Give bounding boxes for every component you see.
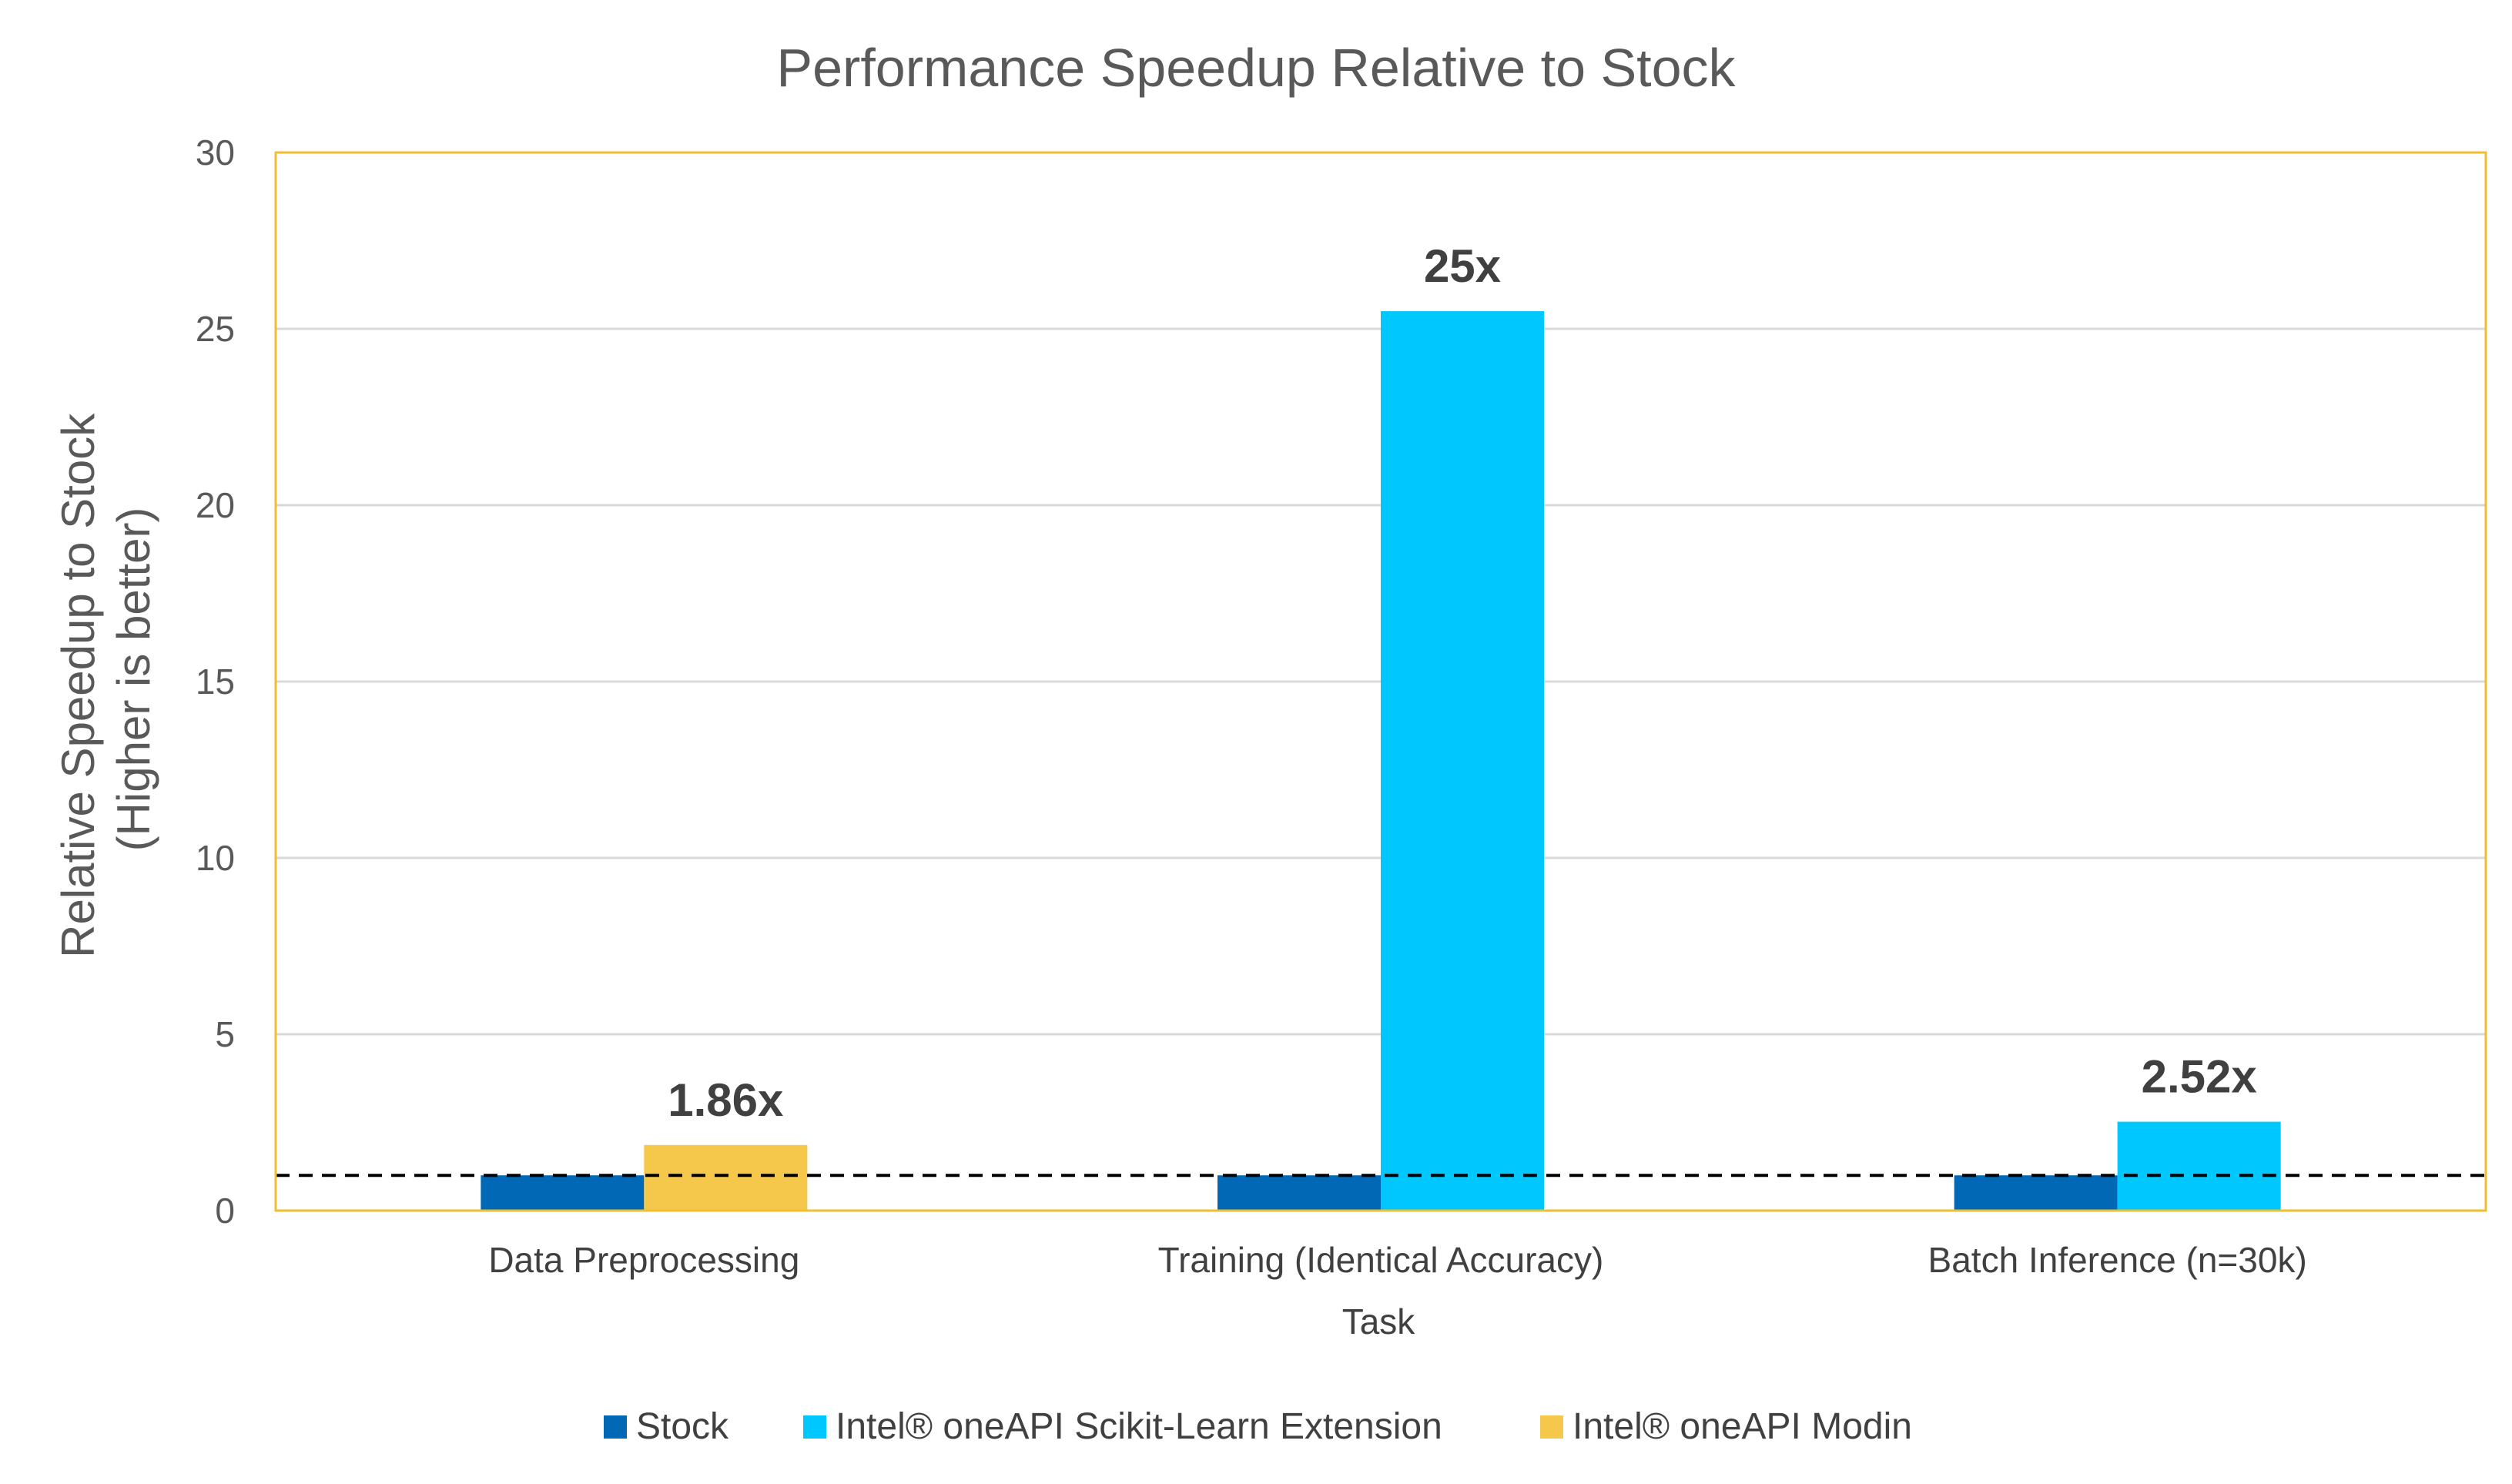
- y-axis-label-line-1: Relative Speedup to Stock: [52, 413, 104, 958]
- bar-1-1: [1381, 311, 1544, 1211]
- y-axis-ticks: 0 5 10 15 20 25 30: [196, 132, 235, 1231]
- y-tick-label: 5: [215, 1014, 235, 1054]
- bar-0-0: [481, 1175, 644, 1211]
- chart-title: Performance Speedup Relative to Stock: [776, 38, 1736, 98]
- legend-swatch: [1540, 1415, 1563, 1439]
- legend-label: Intel® oneAPI Scikit-Learn Extension: [836, 1406, 1442, 1447]
- category-label: Training (Identical Accuracy): [1158, 1240, 1604, 1280]
- y-tick-label: 30: [196, 132, 235, 173]
- y-axis-label: Relative Speedup to Stock (Higher is bet…: [52, 400, 159, 958]
- y-tick-label: 0: [215, 1191, 235, 1231]
- bar-2-0: [1954, 1175, 2118, 1211]
- x-axis-label: Task: [1342, 1301, 1416, 1342]
- y-axis-label-line-2: (Higher is better): [108, 508, 159, 852]
- y-tick-label: 25: [196, 309, 235, 349]
- legend-swatch: [803, 1415, 826, 1439]
- category-label: Batch Inference (n=30k): [1928, 1240, 2307, 1280]
- legend-swatch: [604, 1415, 627, 1439]
- bar-0-2: [644, 1145, 807, 1211]
- data-label: 25x: [1424, 240, 1501, 292]
- bar-2-1: [2118, 1122, 2281, 1211]
- category-labels: Data Preprocessing Training (Identical Ac…: [488, 1240, 2306, 1280]
- legend-label: Stock: [636, 1406, 729, 1447]
- y-tick-label: 10: [196, 838, 235, 878]
- y-tick-label: 20: [196, 485, 235, 525]
- data-label: 1.86x: [668, 1074, 783, 1126]
- category-label: Data Preprocessing: [488, 1240, 799, 1280]
- data-label: 2.52x: [2142, 1051, 2257, 1103]
- legend: Stock Intel® oneAPI Scikit-Learn Extensio…: [604, 1406, 1912, 1447]
- legend-label: Intel® oneAPI Modin: [1573, 1406, 1912, 1447]
- y-tick-label: 15: [196, 662, 235, 702]
- bar-1-0: [1217, 1175, 1381, 1211]
